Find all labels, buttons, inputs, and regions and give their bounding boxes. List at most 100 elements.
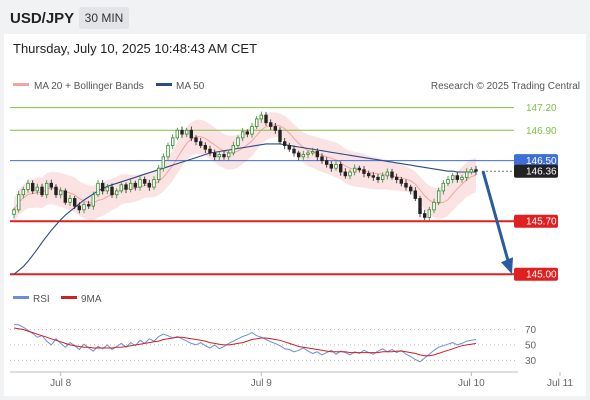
candle-body [268, 122, 273, 127]
candle [366, 170, 371, 179]
candle-body [68, 198, 72, 203]
candle-body [236, 137, 240, 146]
level-label-bg-146.36 [514, 164, 558, 178]
rsi-legend-label: RSI [33, 294, 50, 305]
candle [35, 183, 39, 195]
candle-body [180, 129, 184, 135]
candle [427, 206, 431, 221]
rsi-tick-70: 70 [525, 325, 537, 336]
candle-body [474, 169, 478, 172]
candle-body [371, 175, 375, 178]
candle-body [156, 167, 161, 180]
candle-body [469, 169, 473, 173]
candle-body [91, 194, 95, 207]
candle [59, 187, 63, 199]
candle-body [390, 171, 394, 178]
candle [385, 168, 389, 180]
candle [68, 194, 72, 206]
timeframe-badge[interactable]: 30 MIN [79, 7, 129, 29]
candle-body [170, 137, 175, 146]
candle [250, 122, 254, 138]
copyright-label: Research © 2025 Trading Central [431, 81, 580, 92]
candle-body [343, 171, 347, 177]
candle [268, 119, 273, 130]
candle [254, 116, 259, 129]
candle-body [96, 182, 100, 196]
candle-body [240, 131, 245, 139]
ma50-legend-label: MA 50 [176, 81, 205, 92]
candle [245, 129, 249, 138]
candle-body [296, 152, 301, 158]
candle-body [399, 179, 403, 184]
candle-body [348, 171, 352, 177]
candle [469, 167, 473, 175]
candle-body [352, 167, 357, 173]
candle-body [362, 169, 366, 174]
candle-body [306, 152, 310, 155]
candle-body [124, 184, 128, 190]
candle [226, 150, 231, 161]
candle [16, 190, 21, 213]
candle-body [105, 186, 109, 192]
candle-body [413, 190, 417, 199]
candle [460, 174, 464, 183]
candle [422, 209, 427, 221]
candle-body [21, 188, 25, 196]
candle [282, 138, 287, 150]
x-tick-label: Jul 9 [251, 378, 273, 389]
candle-body [222, 154, 226, 158]
candle-body [49, 182, 53, 188]
candle-body [376, 176, 380, 181]
bollinger-legend-label: MA 20 + Bollinger Bands [34, 81, 144, 92]
candle [287, 142, 291, 152]
candle-body [264, 114, 268, 124]
candle-body [287, 144, 291, 150]
candle-body [329, 163, 333, 169]
candle [96, 179, 100, 198]
candle [124, 182, 128, 194]
candle-body [161, 156, 165, 169]
candle-body [450, 175, 455, 180]
candle-body [73, 198, 77, 207]
candle [166, 142, 170, 160]
candle [296, 150, 301, 161]
candle-body [394, 176, 399, 181]
candle [464, 168, 469, 181]
candle-body [427, 209, 431, 218]
candle-body [422, 213, 427, 218]
candle [87, 200, 91, 209]
candle [101, 179, 105, 195]
level-label-bg-146.50 [514, 154, 558, 168]
candle [40, 183, 44, 197]
candle [128, 179, 133, 193]
candle-body [198, 141, 203, 146]
price-levels [10, 107, 514, 276]
candle-body [446, 179, 450, 184]
candle-body [273, 126, 277, 131]
candle [273, 123, 277, 134]
candle-body [324, 160, 329, 165]
candle [380, 172, 385, 183]
candle [306, 150, 310, 159]
bollinger-band-area [14, 112, 476, 222]
level-label-145.00: 145.00 [526, 270, 557, 281]
candle [338, 161, 343, 176]
candle-body [175, 129, 179, 139]
candle-body [119, 184, 123, 192]
candle-body [87, 204, 91, 207]
candle [329, 161, 333, 172]
rsi-pane: 70 50 30 [10, 323, 537, 367]
candle-body [310, 151, 315, 154]
candle [142, 176, 147, 186]
candle-body [40, 186, 44, 196]
candle [217, 151, 221, 161]
candle-body [82, 204, 86, 211]
candle-body [110, 186, 114, 196]
candle [436, 187, 441, 206]
candle-body [315, 151, 319, 158]
candle-body [334, 163, 338, 169]
level-label-146.90: 146.90 [526, 126, 557, 137]
candle [189, 126, 193, 142]
candle-body [231, 144, 235, 154]
